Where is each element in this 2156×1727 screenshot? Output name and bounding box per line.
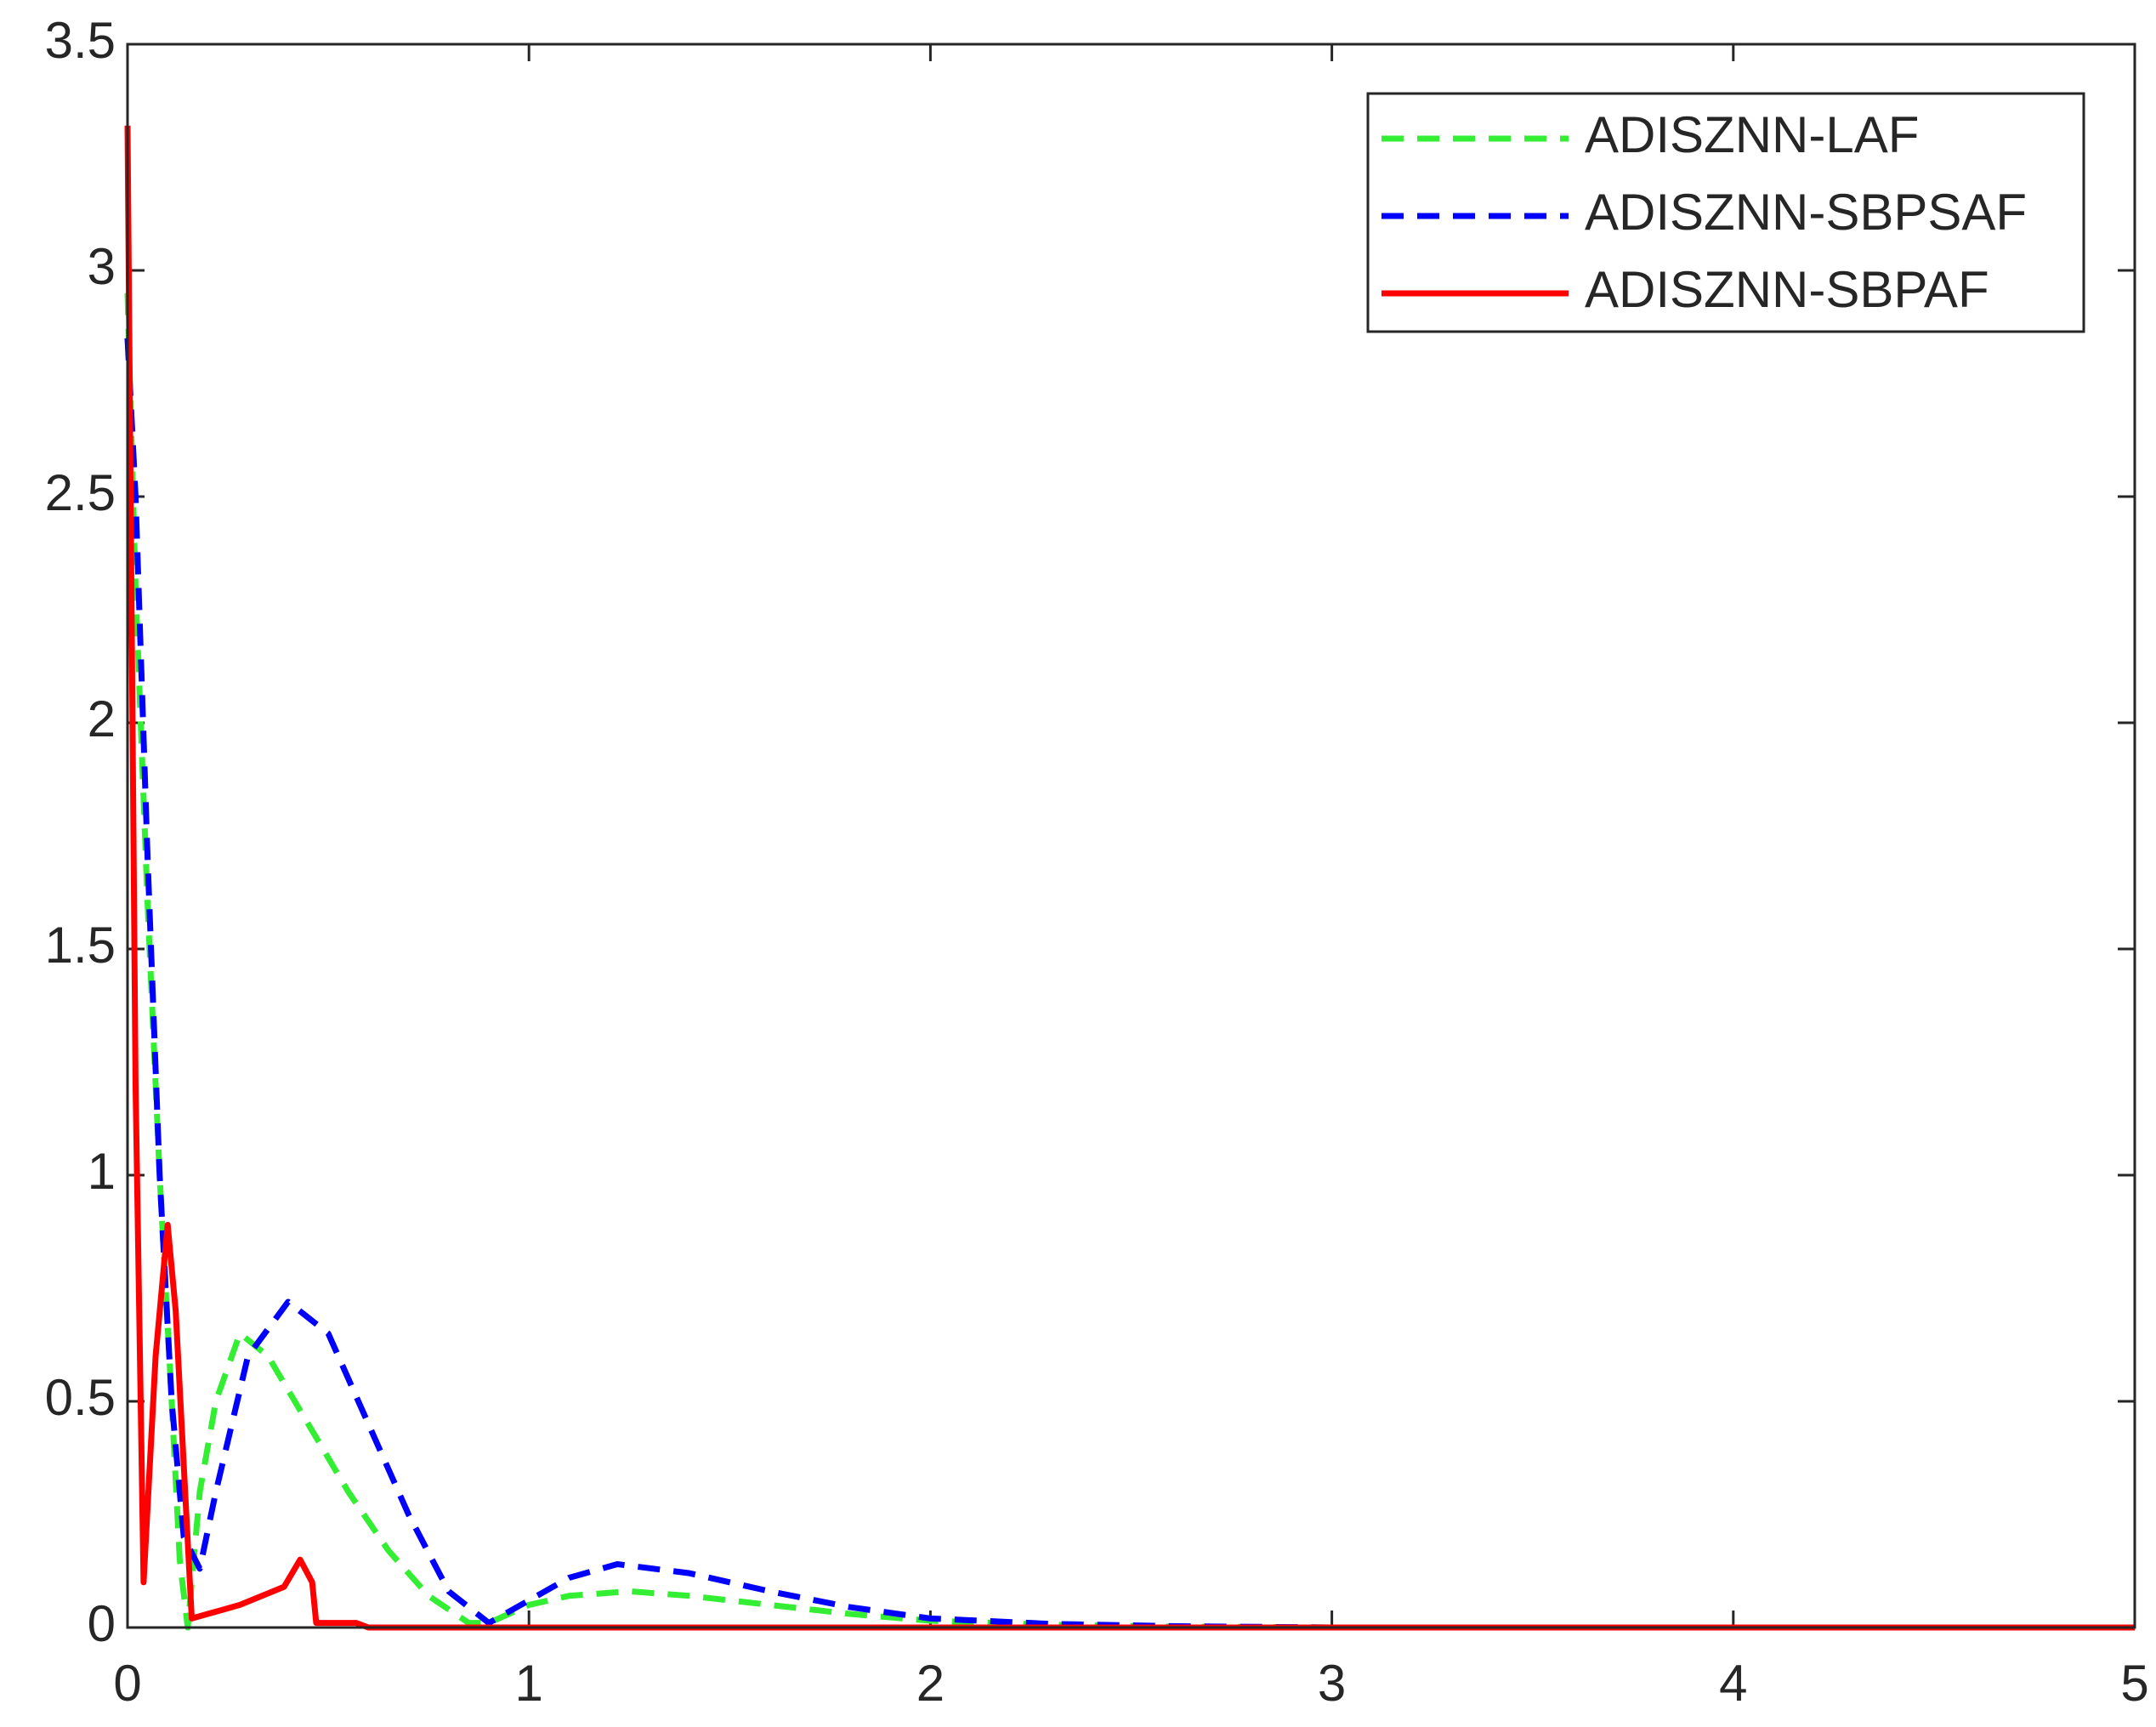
y-tick-label: 3 [88, 238, 116, 295]
legend-label: ADISZNN-SBPAF [1585, 261, 1989, 318]
y-tick-label: 2 [88, 690, 116, 747]
y-tick-label: 1.5 [45, 917, 116, 974]
series-line [124, 338, 2135, 1631]
legend-label: ADISZNN-SBPSAF [1585, 184, 2027, 241]
y-tick-label: 0.5 [45, 1369, 116, 1426]
series-line [124, 125, 2135, 1631]
y-tick-label: 3.5 [45, 12, 116, 69]
legend-label: ADISZNN-LAF [1585, 106, 1919, 163]
y-tick-label: 1 [88, 1143, 116, 1200]
x-tick-label: 0 [113, 1655, 141, 1712]
plot-frame [126, 43, 2136, 1629]
y-tick-label: 2.5 [45, 464, 116, 521]
series-line [124, 293, 2135, 1631]
y-tick-label: 0 [88, 1595, 116, 1652]
x-tick-label: 3 [1318, 1655, 1346, 1712]
x-tick-label: 4 [1719, 1655, 1747, 1712]
x-tick-label: 5 [2120, 1655, 2148, 1712]
x-tick-label: 1 [515, 1655, 543, 1712]
x-tick-label: 2 [916, 1655, 945, 1712]
